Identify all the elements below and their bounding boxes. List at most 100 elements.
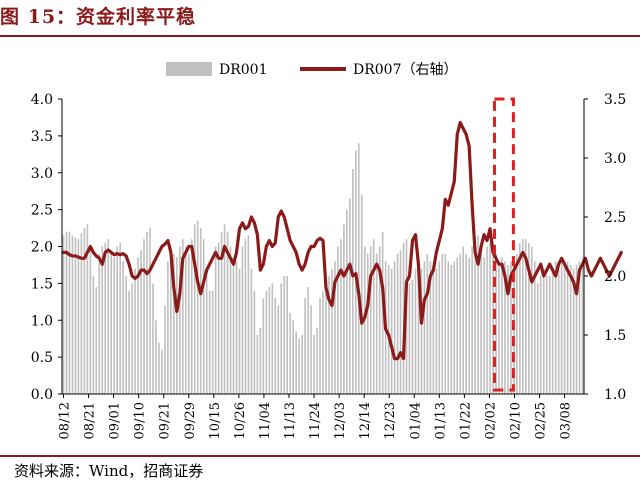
dr001-bar (477, 235, 479, 394)
dr001-bar (375, 253, 378, 395)
dr001-bar (235, 261, 238, 394)
dr001-bar (495, 253, 497, 395)
dr001-bar (319, 298, 321, 395)
left-tick-label: 4.0 (31, 92, 53, 108)
dr001-bar (176, 257, 178, 394)
legend-label-dr001: DR001 (219, 62, 268, 78)
dr001-bar (83, 228, 86, 394)
dr001-bar (369, 246, 372, 394)
dr001-bar (557, 264, 560, 394)
dr001-bar (223, 224, 226, 395)
dr001-bar (253, 290, 256, 394)
dr001-bar (578, 261, 581, 394)
dr001-bar (208, 290, 211, 394)
left-tick-label: 3.0 (31, 166, 53, 182)
dr001-bar (65, 231, 68, 394)
dr001-bar (346, 209, 348, 395)
dr001-bar (429, 261, 432, 394)
dr001-bar (483, 257, 485, 394)
dr001-bar (498, 261, 500, 394)
x-tick-label: 03/08 (559, 402, 574, 439)
dr007-line (61, 120, 623, 361)
dr001-bar (289, 312, 292, 395)
dr001-bar (244, 239, 247, 395)
dr001-bar (295, 331, 297, 394)
dr001-bar (170, 246, 172, 394)
chart: DR001 DR007（右轴） 0.0 0.5 1.0 1.5 2.0 2.5 3.0 3.5 4… (31, 62, 626, 439)
dr001-bar (122, 261, 124, 394)
dr001-bar (447, 261, 450, 394)
dr001-bar (390, 268, 393, 395)
dr001-bar (250, 268, 253, 395)
dr001-bar (86, 224, 89, 395)
dr001-bar (539, 276, 542, 394)
dr001-bar (280, 283, 283, 395)
dr001-bar (146, 231, 148, 394)
dr001-bar (167, 261, 169, 394)
dr001-bar (271, 283, 274, 395)
dr001-bar (560, 257, 563, 394)
dr001-bar (217, 242, 220, 394)
dr001-bar (226, 231, 229, 394)
dr001-bar (193, 224, 196, 395)
dr001-bar (199, 228, 202, 394)
dr001-bar (74, 237, 77, 394)
dr001-bar (432, 264, 435, 394)
dr001-bar (438, 261, 441, 394)
dr001-bar (366, 253, 369, 395)
dr001-bar (179, 246, 181, 394)
dr001-bar (316, 327, 318, 395)
x-tick-label: 11/04 (258, 402, 273, 439)
dr001-bar (510, 261, 512, 394)
x-tick-label: 08/21 (83, 402, 98, 439)
x-tick-label: 12/03 (333, 402, 348, 439)
dr001-bar (563, 261, 566, 394)
dr001-bar (110, 250, 113, 394)
dr001-bar (265, 290, 268, 394)
x-tick-label: 12/23 (383, 402, 398, 439)
dr001-bar (232, 257, 235, 394)
right-tick-label: 3.0 (604, 151, 626, 167)
dr001-bar (387, 264, 390, 394)
dr001-bar (262, 298, 265, 395)
dr001-bar (474, 239, 476, 395)
dr001-bar (522, 239, 524, 395)
dr001-bar (113, 257, 116, 394)
dr001-bar (417, 268, 420, 395)
dr001-bar (372, 239, 375, 395)
dr001-bar (536, 283, 539, 395)
dr001-bar (181, 239, 184, 395)
dr001-bar (134, 268, 136, 395)
dr001-bar (450, 264, 453, 394)
dr001-bar (581, 257, 584, 394)
dr001-bar (256, 335, 259, 394)
left-tick-label: 1.5 (31, 276, 53, 292)
x-tick-label: 11/13 (283, 402, 298, 439)
dr001-bar (80, 233, 83, 394)
dr001-bar (551, 268, 554, 395)
dr001-bar (184, 246, 187, 394)
x-tick-label: 01/04 (408, 402, 423, 439)
dr001-bar (340, 239, 342, 395)
dr001-bar (459, 253, 462, 395)
dr001-bar (202, 239, 205, 395)
dr001-bar (435, 268, 438, 395)
dr001-bar (525, 239, 527, 395)
dr001-bar (140, 250, 142, 394)
dr001-bar (298, 338, 300, 394)
dr001-bar (378, 246, 381, 394)
left-tick-label: 2.5 (31, 203, 53, 219)
dr001-bar (107, 239, 110, 395)
left-tick-label: 2.0 (31, 240, 53, 256)
dr001-bar (328, 276, 330, 394)
dr001-bar (286, 276, 289, 394)
dr001-bar (220, 231, 223, 394)
dr001-bar (468, 257, 470, 394)
dr001-bar (161, 349, 163, 394)
x-tick-label: 09/01 (108, 402, 123, 439)
dr001-bar (337, 246, 339, 394)
x-tick-label: 09/29 (183, 402, 198, 439)
dr001-bar (575, 264, 578, 394)
dr001-bar (423, 261, 426, 394)
dr001-bar (128, 290, 130, 394)
